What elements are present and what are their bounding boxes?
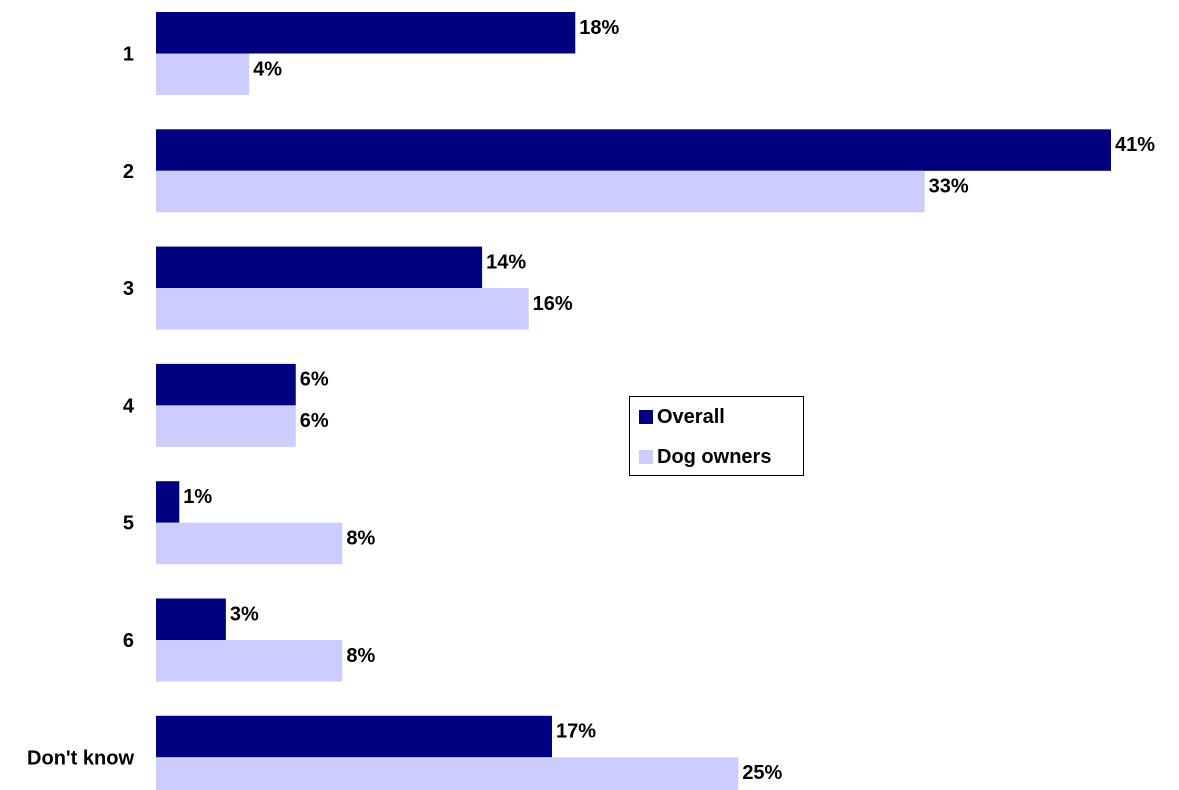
data-label: 18% [579, 17, 619, 39]
bar-overall [156, 12, 576, 54]
category-label: 2 [123, 161, 134, 183]
bar-dog-owners [156, 522, 343, 565]
data-label: 8% [346, 527, 375, 549]
legend-label-overall: Overall [657, 405, 725, 428]
legend-swatch-dog-owners [639, 450, 653, 464]
data-label: 4% [253, 58, 282, 80]
category-label: 4 [123, 395, 135, 417]
data-label: 33% [929, 176, 969, 198]
category-label: 5 [123, 513, 134, 535]
data-label: 41% [1115, 134, 1155, 156]
data-label: 16% [533, 293, 573, 315]
legend-item-dog-owners: Dog owners [639, 446, 771, 468]
bar-dog-owners [156, 405, 296, 447]
data-label: 6% [300, 369, 329, 391]
bar-overall [156, 598, 226, 640]
data-label: 6% [300, 410, 329, 432]
data-label: 17% [556, 721, 596, 743]
category-label: 3 [123, 278, 134, 300]
category-label: Don't know [27, 747, 134, 769]
legend: Overall Dog owners [629, 396, 804, 476]
data-label: 14% [486, 251, 526, 273]
bar-dog-owners [156, 640, 343, 682]
bar-dog-owners [156, 757, 739, 790]
bar-dog-owners [156, 170, 925, 213]
bar-overall [156, 246, 483, 289]
data-label: 8% [346, 645, 375, 667]
legend-swatch-overall [639, 410, 653, 424]
bar-dog-owners [156, 53, 250, 95]
bar-overall [156, 363, 296, 406]
data-label: 3% [230, 603, 259, 625]
bar-dog-owners [156, 288, 529, 330]
legend-label-dog-owners: Dog owners [657, 445, 772, 468]
data-label: 1% [183, 486, 212, 508]
legend-item-overall: Overall [639, 406, 725, 428]
category-label: 6 [123, 630, 134, 652]
bar-overall [156, 481, 180, 523]
data-label: 25% [742, 762, 782, 784]
bar-overall [156, 129, 1111, 171]
bar-overall [156, 715, 552, 758]
category-label: 1 [123, 44, 134, 66]
